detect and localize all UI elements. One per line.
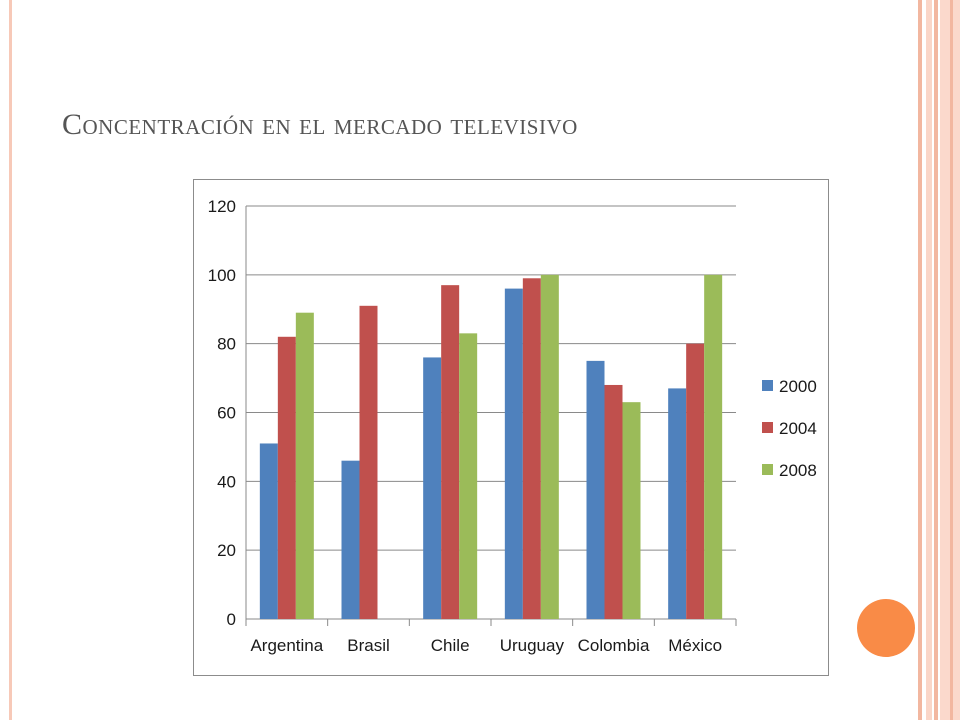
bar-2008-argentina	[295, 312, 314, 619]
right-border-stripe	[950, 0, 953, 720]
legend-label-2000: 2000	[779, 377, 817, 396]
legend-swatch-2000	[762, 380, 773, 391]
legend-swatch-2008	[762, 464, 773, 475]
bar-2004-méxico	[686, 343, 705, 619]
bar-2008-colombia	[622, 402, 641, 619]
right-border-stripe	[934, 0, 938, 720]
bar-2008-méxico	[704, 274, 723, 619]
right-border-stripe	[918, 0, 922, 720]
bar-2000-brasil	[341, 460, 360, 619]
x-tick-label: Argentina	[250, 636, 323, 655]
legend-label-2008: 2008	[779, 461, 817, 480]
orange-circle-decoration	[857, 599, 915, 657]
chart-frame: 0 20 40 60 80 100 120 Argentina Brasil Chile Urugu…	[193, 179, 829, 676]
bar-2000-colombia	[586, 360, 605, 619]
slide-title: Concentración en el mercado televisivo	[62, 108, 578, 141]
y-tick-label: 100	[208, 266, 236, 285]
bar-2004-uruguay	[522, 278, 541, 619]
bar-2004-argentina	[277, 336, 296, 619]
x-tick-label: Chile	[431, 636, 470, 655]
x-tick-label: Colombia	[578, 636, 650, 655]
y-tick-label: 80	[217, 335, 236, 354]
left-border-rule	[9, 0, 12, 720]
bar-chart: 0 20 40 60 80 100 120 Argentina Brasil Chile Urugu…	[208, 197, 817, 655]
bar-2000-méxico	[668, 388, 687, 619]
legend-swatch-2004	[762, 422, 773, 433]
x-tick-label: México	[668, 636, 722, 655]
y-tick-label: 0	[227, 610, 236, 629]
bar-2004-brasil	[359, 305, 378, 619]
legend-label-2004: 2004	[779, 419, 817, 438]
y-tick-label: 120	[208, 197, 236, 216]
x-tick-label: Uruguay	[500, 636, 565, 655]
bar-2008-uruguay	[540, 274, 559, 619]
x-tick-label: Brasil	[347, 636, 390, 655]
bar-2008-chile	[459, 333, 478, 619]
y-tick-label: 20	[217, 541, 236, 560]
y-tick-label: 60	[217, 404, 236, 423]
right-border-stripe	[926, 0, 932, 720]
bar-2000-chile	[423, 357, 442, 619]
bar-2000-argentina	[259, 443, 278, 619]
bar-2004-colombia	[604, 384, 623, 619]
bar-2004-chile	[441, 285, 460, 619]
bar-2000-uruguay	[504, 288, 523, 619]
y-tick-label: 40	[217, 472, 236, 491]
